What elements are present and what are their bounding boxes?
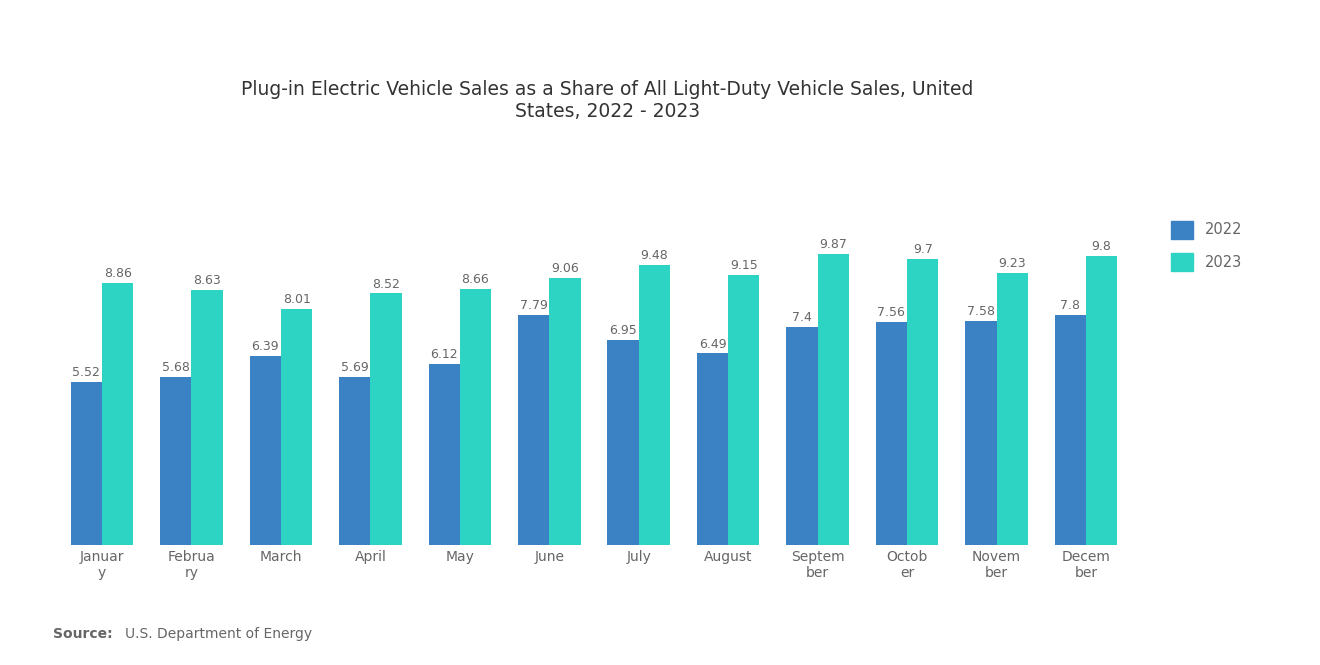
Text: 9.06: 9.06: [550, 261, 578, 275]
Bar: [639, 265, 671, 545]
Text: 8.63: 8.63: [193, 274, 220, 287]
Bar: [1086, 255, 1117, 545]
Bar: [907, 259, 939, 545]
Text: 6.39: 6.39: [251, 340, 279, 354]
Text: 9.23: 9.23: [998, 257, 1026, 269]
Bar: [787, 327, 817, 545]
Text: 9.15: 9.15: [730, 259, 758, 272]
Text: 7.56: 7.56: [878, 306, 906, 319]
Text: 9.48: 9.48: [640, 249, 668, 262]
Text: Plug-in Electric Vehicle Sales as a Share of All Light-Duty Vehicle Sales, Unite: Plug-in Electric Vehicle Sales as a Shar…: [242, 80, 973, 121]
Text: 7.79: 7.79: [520, 299, 548, 312]
Text: Source:: Source:: [53, 627, 112, 642]
Bar: [697, 354, 729, 545]
Text: 6.49: 6.49: [698, 338, 726, 350]
Text: 8.01: 8.01: [282, 293, 310, 306]
Bar: [102, 283, 133, 545]
Bar: [517, 315, 549, 545]
Bar: [729, 275, 759, 545]
Text: 5.68: 5.68: [162, 362, 190, 374]
Bar: [191, 290, 223, 545]
Bar: [249, 356, 281, 545]
Text: 8.66: 8.66: [462, 273, 490, 287]
Text: 7.58: 7.58: [966, 305, 995, 319]
Text: 9.87: 9.87: [820, 237, 847, 251]
Bar: [965, 321, 997, 545]
Text: 8.52: 8.52: [372, 277, 400, 291]
Bar: [817, 253, 849, 545]
Text: 9.8: 9.8: [1092, 239, 1111, 253]
Bar: [997, 273, 1028, 545]
Text: 5.52: 5.52: [73, 366, 100, 379]
Bar: [607, 340, 639, 545]
Bar: [371, 293, 401, 545]
Text: 9.7: 9.7: [913, 243, 933, 255]
Text: 7.4: 7.4: [792, 311, 812, 324]
Text: 6.12: 6.12: [430, 348, 458, 362]
Bar: [1055, 315, 1086, 545]
Bar: [875, 322, 907, 545]
Text: 6.95: 6.95: [610, 324, 638, 337]
Bar: [429, 364, 459, 545]
Text: 5.69: 5.69: [341, 361, 368, 374]
Bar: [549, 277, 581, 545]
Bar: [160, 378, 191, 545]
Text: 8.86: 8.86: [104, 267, 132, 281]
Bar: [339, 377, 371, 545]
Text: 7.8: 7.8: [1060, 299, 1080, 312]
Legend: 2022, 2023: 2022, 2023: [1164, 213, 1250, 278]
Bar: [71, 382, 102, 545]
Bar: [281, 309, 313, 545]
Text: U.S. Department of Energy: U.S. Department of Energy: [125, 627, 313, 642]
Bar: [459, 289, 491, 545]
